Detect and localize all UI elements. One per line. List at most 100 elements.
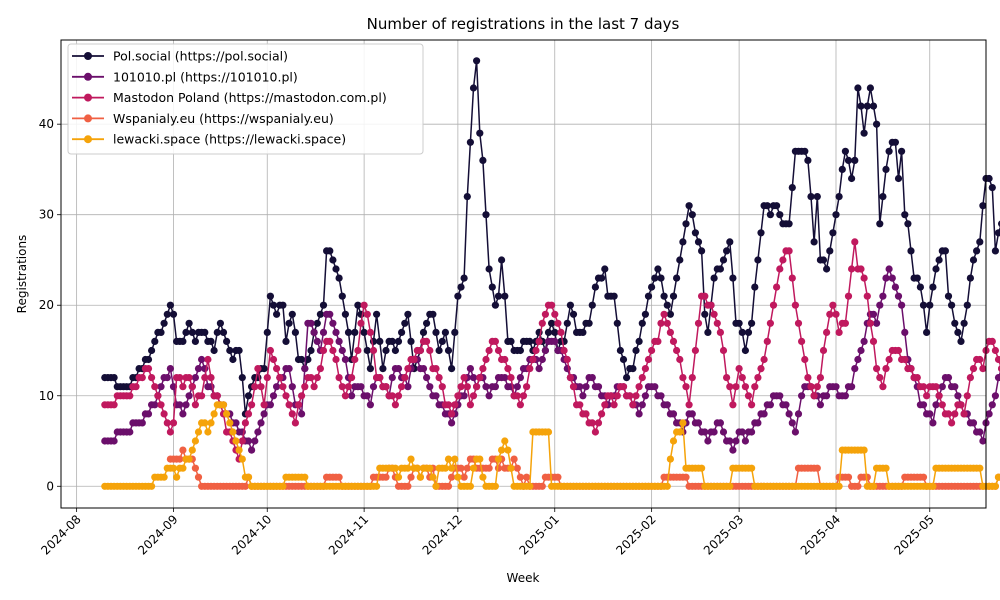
data-point: [754, 374, 762, 382]
data-point: [682, 383, 690, 391]
data-point: [760, 355, 768, 364]
data-point: [566, 374, 575, 382]
data-point: [307, 374, 315, 382]
data-point: [416, 346, 424, 355]
data-point: [201, 419, 209, 427]
data-point: [291, 328, 299, 336]
data-point: [341, 392, 349, 400]
data-point: [363, 310, 371, 318]
x-axis-title: Week: [507, 571, 540, 585]
data-point: [148, 482, 156, 490]
data-point: [582, 383, 590, 391]
data-point: [694, 238, 703, 246]
data-point: [610, 401, 618, 409]
data-point: [335, 274, 343, 282]
data-point: [582, 410, 590, 418]
data-point: [541, 310, 550, 318]
data-point: [285, 319, 293, 327]
data-point: [660, 310, 668, 318]
data-point: [657, 274, 665, 282]
data-point: [557, 328, 565, 336]
data-point: [707, 301, 715, 309]
data-point: [901, 355, 909, 364]
data-point: [754, 256, 762, 264]
data-point: [907, 365, 915, 373]
data-point: [366, 365, 374, 373]
data-point: [360, 301, 368, 309]
data-point: [154, 392, 162, 400]
data-point: [866, 319, 875, 327]
data-point: [588, 301, 596, 309]
data-point: [248, 446, 256, 454]
data-point: [988, 184, 996, 192]
data-point: [907, 247, 915, 255]
data-point: [407, 455, 415, 463]
data-point: [319, 346, 328, 355]
data-point: [282, 392, 290, 400]
data-point: [219, 401, 228, 409]
data-point: [844, 473, 853, 481]
data-point: [151, 337, 159, 345]
data-point: [844, 156, 853, 164]
data-point: [388, 392, 396, 400]
data-point: [554, 319, 562, 327]
data-point: [463, 383, 471, 391]
data-point: [288, 410, 296, 418]
data-point: [398, 383, 406, 391]
data-point: [476, 374, 484, 382]
data-point: [263, 328, 271, 336]
data-point: [766, 319, 775, 327]
data-point: [588, 374, 596, 382]
data-point: [660, 292, 668, 300]
data-point: [648, 283, 656, 291]
data-point: [601, 401, 609, 409]
data-point: [588, 419, 596, 427]
data-point: [266, 292, 274, 300]
data-point: [551, 310, 559, 318]
data-point: [548, 319, 556, 327]
data-point: [891, 138, 900, 146]
data-point: [935, 392, 943, 400]
data-point: [741, 346, 750, 355]
data-point: [654, 265, 662, 273]
data-point: [229, 428, 237, 436]
data-point: [451, 455, 459, 463]
data-point: [901, 328, 909, 336]
data-point: [110, 437, 118, 445]
data-point: [788, 184, 796, 192]
data-point: [607, 392, 615, 400]
data-point: [126, 428, 134, 436]
data-point: [976, 428, 984, 436]
data-point: [891, 283, 900, 291]
data-point: [666, 310, 675, 318]
data-point: [873, 319, 881, 327]
data-point: [388, 374, 396, 382]
data-point: [619, 355, 628, 364]
data-point: [991, 482, 1000, 490]
data-point: [498, 446, 506, 454]
data-point: [185, 374, 193, 382]
data-point: [716, 419, 725, 427]
data-point: [179, 383, 187, 391]
data-point: [710, 274, 718, 282]
data-point: [144, 365, 153, 373]
data-point: [579, 392, 587, 400]
data-point: [729, 401, 737, 409]
data-point: [138, 374, 146, 382]
data-point: [635, 337, 643, 345]
data-point: [238, 374, 246, 382]
data-point: [266, 346, 274, 355]
data-point: [704, 328, 712, 336]
data-point: [794, 410, 803, 418]
data-point: [194, 365, 203, 373]
data-point: [769, 301, 778, 309]
data-point: [832, 310, 840, 318]
data-point: [148, 374, 156, 382]
data-point: [807, 193, 815, 201]
data-point: [632, 392, 640, 400]
data-point: [513, 383, 521, 391]
data-point: [473, 383, 481, 391]
series-group: [101, 57, 1000, 490]
data-point: [444, 455, 453, 463]
data-point: [179, 446, 187, 454]
